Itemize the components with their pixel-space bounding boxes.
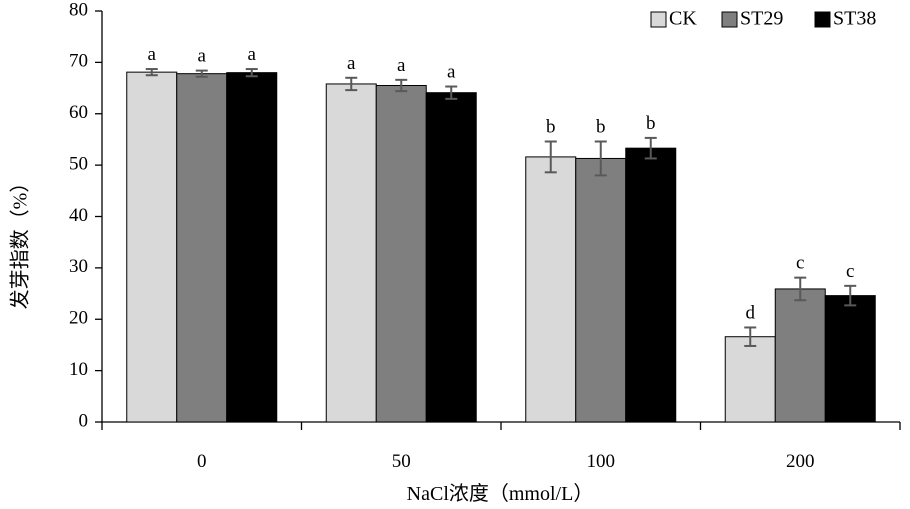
bar-st38 [824,295,876,423]
legend-swatch-st38 [814,11,831,28]
bar-ck [724,336,776,423]
bar-st38 [625,147,677,423]
x-axis-title: NaCl浓度（mmol/L） [407,482,594,505]
significance-label: b [546,116,556,137]
y-tick-label: 60 [69,102,88,123]
y-tick-label: 50 [69,153,88,174]
significance-label: b [596,116,606,137]
significance-label: a [198,46,207,67]
significance-label: a [347,53,356,74]
y-tick-label: 80 [69,0,88,20]
significance-label: b [646,113,656,134]
y-tick-label: 10 [69,359,88,380]
legend-swatch-ck [650,11,667,28]
x-tick-label: 200 [786,451,815,472]
significance-label: a [397,55,406,76]
significance-label: d [746,302,756,323]
significance-label: c [846,261,854,282]
bar-ck [525,156,577,423]
significance-label: c [796,253,804,274]
significance-label: a [248,44,257,65]
bar-st29 [176,73,228,423]
legend-label-st38: ST38 [833,8,876,30]
bar-st29 [774,288,826,423]
y-tick-label: 0 [79,410,89,431]
significance-label: a [148,44,157,65]
legend-swatch-st29 [721,11,738,28]
bar-st38 [425,92,477,423]
x-tick-label: 0 [197,451,207,472]
y-tick-label: 20 [69,308,88,329]
bar-st38 [226,72,278,423]
y-axis-title: 发芽指数（%） [9,173,32,310]
bar-st29 [575,157,627,423]
x-tick-label: 100 [587,451,616,472]
legend-label-st29: ST29 [740,8,783,30]
legend-label-ck: CK [669,8,697,30]
bar-ck [325,83,377,423]
bar-st29 [375,84,427,423]
significance-label: a [447,62,456,83]
y-tick-label: 70 [69,51,88,72]
x-tick-label: 50 [392,451,411,472]
y-tick-label: 30 [69,256,88,277]
y-tick-label: 40 [69,205,88,226]
bar-ck [126,71,178,423]
